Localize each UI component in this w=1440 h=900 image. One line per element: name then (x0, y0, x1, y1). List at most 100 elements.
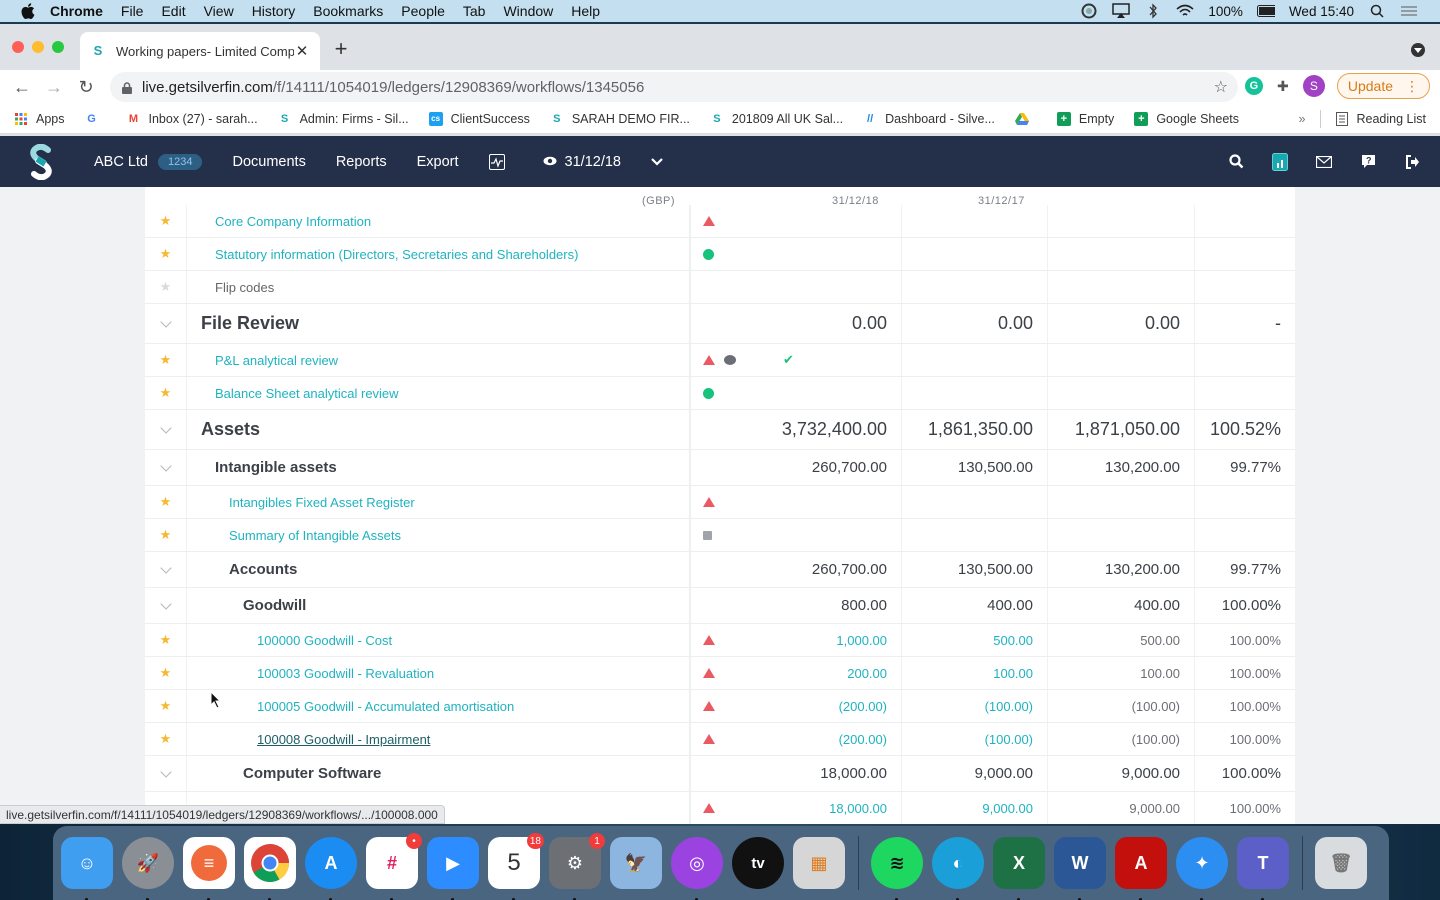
menu-bookmarks[interactable]: Bookmarks (313, 3, 384, 19)
collapse-chevron-icon[interactable] (159, 459, 172, 472)
bookmark-admin-firms[interactable]: S Admin: Firms - Sil... (278, 112, 409, 126)
activity-chart-icon[interactable] (488, 153, 505, 170)
tab-search-button[interactable] (1411, 43, 1425, 57)
bookmarks-overflow-button[interactable]: » (1298, 112, 1306, 126)
dock-system-preferences-icon[interactable]: ⚙ 1 (549, 833, 605, 900)
close-window-button[interactable] (12, 41, 24, 53)
collapse-chevron-icon[interactable] (159, 597, 172, 610)
bookmark-dashboard[interactable]: //Dashboard - Silve... (863, 112, 995, 126)
menu-people[interactable]: People (401, 3, 445, 19)
update-chrome-button[interactable]: Update ⋮ (1336, 73, 1430, 99)
star-icon[interactable]: ★ (159, 731, 172, 746)
star-icon[interactable]: ★ (159, 246, 172, 261)
battery-icon[interactable] (1256, 3, 1275, 19)
value-prior-link[interactable]: (100.00) (901, 690, 1047, 722)
dock-webex-icon[interactable]: ◐ (932, 837, 984, 900)
menu-app-chrome[interactable]: Chrome (50, 3, 103, 19)
bookmark-sarah-demo[interactable]: S SARAH DEMO FIR... (550, 112, 690, 126)
profile-avatar[interactable]: S (1302, 75, 1325, 97)
bookmark-clientsuccess[interactable]: cs ClientSuccess (428, 111, 530, 126)
sync-status-icon[interactable] (1080, 3, 1098, 19)
analytics-icon[interactable] (1272, 152, 1288, 171)
dock-zoom-icon[interactable]: ▶ (427, 837, 479, 900)
star-icon[interactable]: ★ (159, 527, 172, 542)
value-current-link[interactable]: 200.00 (690, 657, 901, 689)
dock-safari-icon[interactable]: ✦ (1176, 837, 1228, 900)
nav-export[interactable]: Export (416, 153, 459, 170)
bookmark-uk-sales[interactable]: S 201809 All UK Sal... (710, 112, 843, 126)
bookmark-gmail-inbox[interactable]: M Inbox (27) - sarah... (127, 112, 258, 126)
collapse-chevron-icon[interactable] (159, 561, 172, 574)
dock-chat-app-icon[interactable]: ≡ (183, 837, 235, 900)
logout-icon[interactable] (1404, 154, 1420, 170)
menu-edit[interactable]: Edit (161, 3, 186, 19)
more-menu-icon[interactable]: ⋮ (1405, 77, 1419, 94)
value-prior-link[interactable]: 100.00 (901, 657, 1047, 689)
value-current-link[interactable]: 1,000.00 (690, 624, 901, 656)
account-link[interactable]: 100003 Goodwill - Revaluation (187, 657, 690, 689)
star-icon[interactable]: ★ (159, 494, 172, 509)
bookmark-google-sheets[interactable]: + Google Sheets (1134, 111, 1239, 126)
star-icon[interactable]: ★ (159, 665, 172, 680)
dock-chrome-icon[interactable] (244, 837, 296, 900)
comment-icon[interactable] (724, 355, 736, 365)
star-icon[interactable]: ★ (159, 213, 172, 228)
row-link[interactable]: Intangibles Fixed Asset Register (187, 486, 690, 518)
star-icon[interactable]: ★ (159, 632, 172, 647)
menu-window[interactable]: Window (503, 3, 554, 19)
period-selector[interactable]: 31/12/18 (543, 154, 621, 170)
dock-preview-icon[interactable]: 🦅 (610, 837, 662, 889)
row-link[interactable]: Statutory information (Directors, Secret… (187, 238, 690, 270)
new-tab-button[interactable]: + (334, 36, 348, 61)
account-link[interactable]: 100000 Goodwill - Cost (187, 624, 690, 656)
menu-help[interactable]: Help (571, 3, 601, 19)
dock-slack-icon[interactable]: # • (366, 833, 422, 900)
value-prior-link[interactable]: 500.00 (901, 624, 1047, 656)
airplay-icon[interactable] (1112, 3, 1131, 19)
account-link-hovered[interactable]: 100008 Goodwill - Impairment (187, 723, 690, 755)
dock-launchpad-icon[interactable]: 🚀 (122, 837, 174, 900)
dock-calculator-icon[interactable]: ▦ (793, 837, 845, 889)
dock-podcasts-icon[interactable]: ◎ (671, 837, 723, 900)
dock-excel-icon[interactable]: X (993, 837, 1045, 900)
grammarly-extension-icon[interactable]: G (1244, 77, 1263, 95)
bookmark-google-drive[interactable] (1014, 112, 1037, 126)
star-outline-icon[interactable]: ★ (159, 279, 172, 294)
value-prior-link[interactable]: 9,000.00 (901, 792, 1047, 824)
star-icon[interactable]: ★ (159, 385, 172, 400)
spotlight-search-icon[interactable] (1368, 3, 1386, 19)
dock-finder-icon[interactable]: ☺ (61, 837, 113, 900)
bookmark-apps[interactable]: Apps (14, 112, 65, 126)
row-link[interactable]: Balance Sheet analytical review (187, 377, 690, 409)
row-link[interactable]: P&L analytical review (187, 344, 690, 376)
nav-documents[interactable]: Documents (232, 153, 306, 170)
value-current-link[interactable]: (200.00) (690, 690, 901, 722)
clock[interactable]: Wed 15:40 (1288, 3, 1354, 19)
notification-center-icon[interactable] (1400, 3, 1418, 19)
extensions-puzzle-icon[interactable]: ✚ (1276, 78, 1289, 94)
row-link[interactable]: Flip codes (187, 271, 690, 303)
dock-word-icon[interactable]: W (1054, 837, 1106, 900)
row-link[interactable]: Summary of Intangible Assets (187, 519, 690, 551)
star-icon[interactable]: ★ (159, 698, 172, 713)
dock-calendar-icon[interactable]: 5 18 (488, 833, 544, 900)
minimize-window-button[interactable] (32, 41, 44, 53)
wifi-icon[interactable] (1176, 3, 1194, 19)
collapse-chevron-icon[interactable] (159, 765, 172, 778)
value-current-link[interactable]: (200.00) (690, 723, 901, 755)
bookmark-empty[interactable]: + Empty (1056, 111, 1114, 126)
address-bar[interactable]: live.getsilverfin.com/f/14111/1054019/le… (110, 72, 1238, 102)
maximize-window-button[interactable] (52, 41, 64, 53)
menu-history[interactable]: History (251, 3, 296, 19)
menu-file[interactable]: File (120, 3, 144, 19)
row-link[interactable]: Core Company Information (187, 205, 690, 237)
bookmark-google[interactable]: G (85, 112, 107, 126)
dock-acrobat-icon[interactable]: A (1115, 837, 1167, 900)
mail-icon[interactable] (1316, 154, 1332, 170)
forward-button[interactable]: → (45, 76, 63, 97)
menu-view[interactable]: View (203, 3, 234, 19)
apple-menu-icon[interactable] (20, 3, 36, 19)
dock-trash-icon[interactable]: 🗑 (1315, 837, 1367, 889)
dock-spotify-icon[interactable]: ≋ (871, 837, 923, 900)
help-icon[interactable]: ? (1360, 154, 1376, 170)
